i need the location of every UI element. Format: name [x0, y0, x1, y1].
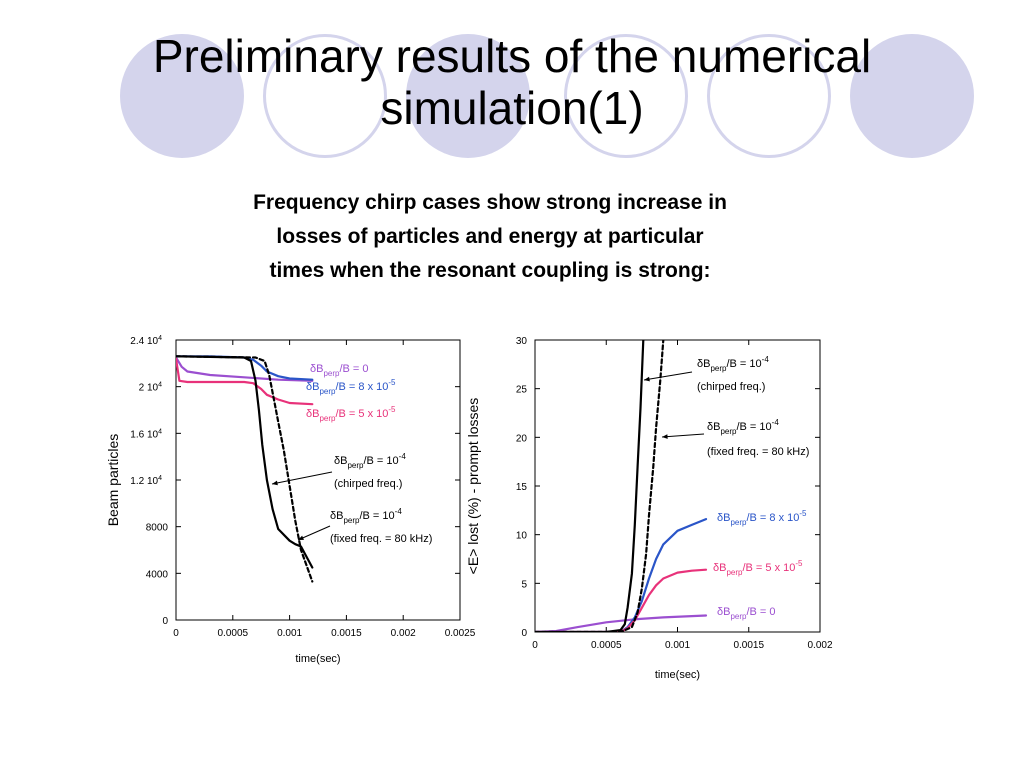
slide-title-line1: Preliminary results of the numerical	[152, 30, 872, 82]
series-line-3	[176, 357, 314, 406]
annotation-arrow	[661, 433, 705, 438]
x-tick-label: 0.0005	[591, 640, 622, 651]
y-tick-label: 20	[516, 433, 528, 444]
y-tick-label: 2.4 104	[130, 335, 162, 347]
y-tick-label: 10	[516, 531, 528, 542]
y-tick-label: 2 104	[139, 382, 162, 394]
series-line-4	[535, 340, 645, 632]
y-tick-label: 15	[516, 482, 528, 493]
x-tick-label: 0.0015	[331, 628, 362, 639]
series-line-2	[535, 517, 708, 632]
x-tick-label: 0.0005	[218, 628, 249, 639]
annotation-arrow	[643, 371, 693, 381]
decor-circle-4	[564, 34, 688, 158]
series-line-5	[535, 340, 665, 632]
decor-circle-1	[120, 34, 244, 158]
series-annotation-5: δBperp/B = 0	[717, 606, 776, 621]
chart-2: 0 0.0005 0.001 0.0015 0.002 0 5 10 15 20 25 30 time(…	[465, 336, 833, 681]
y-tick-label: 4000	[146, 569, 169, 580]
series-line-1	[176, 356, 314, 382]
series-line-2	[176, 355, 314, 381]
y-tick-label: 30	[516, 336, 528, 347]
series-annotation-note-1: (chirped freq.)	[697, 381, 765, 393]
y-axis-label: <E> lost (%) - prompt losses	[465, 398, 481, 575]
series-annotation-note-2: (fixed freq. = 80 kHz)	[707, 446, 809, 458]
x-tick-label: 0.001	[665, 640, 690, 651]
slide-subtitle: Frequency chirp cases show strong increa…	[120, 186, 860, 288]
subtitle-line3: times when the resonant coupling is stro…	[269, 259, 711, 282]
series-annotation-note-5: (fixed freq. = 80 kHz)	[330, 533, 432, 545]
series-annotation-5: δBperp/B = 10-4	[330, 507, 402, 525]
decor-circle-3	[406, 34, 530, 158]
series-annotation-3: δBperp/B = 8 x 10-5	[717, 509, 807, 527]
plot-frame	[534, 339, 821, 633]
y-tick-exponent: 4	[158, 428, 162, 435]
x-tick-label: 0.002	[807, 640, 832, 651]
series-annotation-4: δBperp/B = 5 x 10-5	[713, 559, 803, 577]
y-tick-exponent: 4	[158, 335, 162, 342]
series-line-4	[176, 355, 314, 569]
decor-circle-2	[263, 34, 387, 158]
y-tick-exponent: 4	[158, 382, 162, 389]
y-tick-label: 1.2 104	[130, 475, 162, 487]
y-tick-label: 0	[521, 628, 527, 639]
series-line-3	[535, 568, 708, 632]
series-annotation-2: δBperp/B = 10-4	[707, 418, 779, 436]
x-tick-label: 0.0015	[733, 640, 764, 651]
series-annotation-4: δBperp/B = 10-4	[334, 452, 406, 470]
series-annotation-3: δBperp/B = 5 x 10-5	[306, 405, 396, 423]
x-tick-label: 0.001	[277, 628, 302, 639]
decor-circle-5	[707, 34, 831, 158]
x-tick-label: 0	[173, 628, 179, 639]
y-tick-label: 1.6 104	[130, 428, 162, 440]
annotation-arrowhead	[298, 535, 304, 540]
series-annotation-1: δBperp/B = 0	[310, 363, 369, 378]
y-tick-label: 5	[521, 579, 527, 590]
annotation-arrow	[297, 525, 331, 541]
y-tick-exponent: 4	[158, 475, 162, 482]
y-tick-label: 0	[162, 616, 168, 627]
x-axis-label: time(sec)	[295, 653, 340, 665]
series-annotation-note-4: (chirped freq.)	[334, 478, 402, 490]
annotation-arrowhead	[644, 376, 650, 382]
y-axis-label: Beam particles	[105, 434, 121, 527]
annotation-arrowhead	[662, 434, 668, 439]
x-tick-label: 0.002	[391, 628, 416, 639]
x-axis-label: time(sec)	[655, 669, 700, 681]
x-tick-label: 0	[532, 640, 538, 651]
annotation-arrow	[271, 471, 333, 485]
series-annotation-2: δBperp/B = 8 x 10-5	[306, 378, 396, 396]
decor-circle-6	[850, 34, 974, 158]
subtitle-line2: losses of particles and energy at partic…	[276, 225, 704, 248]
series-line-5	[176, 355, 314, 583]
slide-title: Preliminary results of the numerical sim…	[40, 30, 984, 134]
series-annotation-1: δBperp/B = 10-4	[697, 355, 769, 373]
y-tick-label: 25	[516, 385, 528, 396]
annotation-arrowhead	[272, 480, 278, 486]
chart-1: 0 0.0005 0.001 0.0015 0.002 0.0025 0 4000 8000 1.…	[105, 335, 476, 665]
slide-title-line2: simulation(1)	[380, 82, 644, 134]
y-tick-label: 8000	[146, 523, 169, 534]
x-tick-label: 0.0025	[445, 628, 476, 639]
subtitle-line1: Frequency chirp cases show strong increa…	[253, 191, 727, 214]
